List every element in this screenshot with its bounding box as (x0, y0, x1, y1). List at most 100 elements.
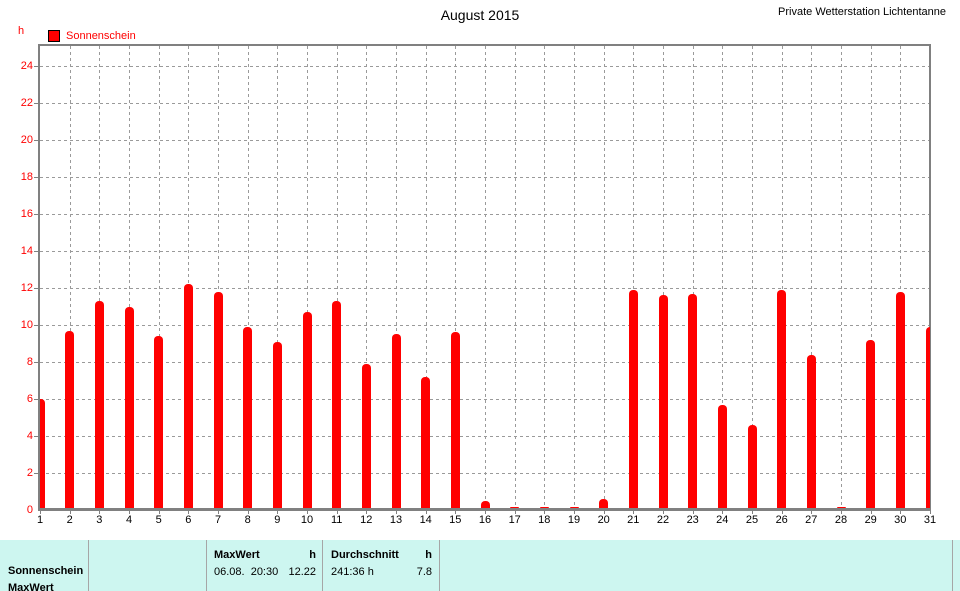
maxwert-value: 12.22 (288, 566, 316, 578)
bar-day-23 (688, 293, 698, 508)
chart-legend: Sonnenschein (48, 29, 136, 42)
y-axis-tick-16 (34, 214, 39, 215)
table-separator (439, 540, 440, 591)
x-axis-tick-7 (218, 511, 219, 514)
maxwert-datetime: 06.08. 20:30 (214, 566, 279, 578)
x-axis-label-2: 2 (66, 514, 73, 526)
x-axis-label-12: 12 (360, 514, 373, 526)
durchschnitt-header: Durchschnitt (331, 549, 399, 561)
maxwert-cell: MaxWert h 06.08. 20:30 12.22 (214, 547, 316, 581)
x-axis-tick-12 (366, 511, 368, 514)
durchschnitt-total: 241:36 h (331, 566, 374, 578)
series-label-cell: Sonnenschein MaxWert (8, 563, 83, 591)
x-axis-label-27: 27 (805, 514, 818, 526)
series-maxwert-row-label: MaxWert (8, 582, 54, 591)
y-axis-label-8: 8 (26, 356, 33, 368)
y-axis-tick-4 (34, 436, 39, 437)
x-axis-label-16: 16 (478, 514, 492, 526)
bar-day-12 (361, 363, 371, 508)
x-axis-tick-6 (188, 511, 190, 514)
grid-line-x-2 (69, 46, 71, 508)
x-axis-label-3: 3 (96, 514, 103, 526)
x-axis-label-21: 21 (627, 514, 640, 526)
grid-line-x-21 (633, 46, 635, 508)
x-axis-tick-23 (692, 511, 694, 514)
bar-day-31 (925, 326, 930, 508)
y-axis-tick-14 (34, 251, 39, 252)
grid-line-x-10 (307, 46, 308, 508)
bar-day-24 (717, 404, 727, 508)
bar-day-8 (243, 326, 253, 508)
x-axis-tick-2 (69, 511, 71, 514)
grid-line-y-14 (40, 251, 929, 252)
grid-line-x-7 (218, 46, 219, 508)
grid-line-x-14 (425, 46, 427, 508)
x-axis-tick-16 (485, 511, 486, 514)
legend-series-label: Sonnenschein (66, 29, 136, 42)
bar-day-19 (569, 506, 579, 508)
bar-day-30 (895, 291, 905, 508)
table-separator (322, 540, 323, 591)
table-separator (206, 540, 207, 591)
x-axis-tick-21 (633, 511, 635, 514)
x-axis-label-25: 25 (745, 514, 759, 526)
y-axis-tick-20 (34, 140, 39, 141)
bar-day-9 (272, 341, 282, 508)
y-axis-label-6: 6 (26, 393, 33, 405)
summary-table: Sonnenschein MaxWert MaxWert h 06.08. 20… (0, 540, 960, 591)
x-axis-tick-15 (455, 511, 457, 514)
y-axis-tick-2 (34, 473, 39, 474)
y-axis-tick-22 (34, 103, 39, 104)
x-axis-tick-13 (396, 511, 397, 514)
grid-line-x-3 (99, 46, 101, 508)
y-axis-label-0: 0 (26, 504, 33, 516)
x-axis-label-22: 22 (656, 514, 670, 526)
x-axis-tick-1 (40, 511, 41, 514)
grid-line-y-10 (40, 325, 929, 326)
x-axis-tick-22 (663, 511, 664, 514)
bar-day-29 (866, 339, 876, 508)
series-name-label: Sonnenschein (8, 565, 84, 577)
y-axis-label-4: 4 (26, 430, 33, 442)
x-axis-tick-18 (544, 511, 546, 514)
grid-line-y-8 (40, 362, 929, 363)
grid-line-x-13 (396, 46, 397, 508)
grid-line-x-20 (603, 46, 605, 508)
bar-day-17 (510, 506, 520, 508)
x-axis-tick-4 (129, 511, 130, 514)
bar-day-21 (628, 289, 638, 508)
x-axis-tick-29 (870, 511, 872, 514)
grid-line-x-27 (811, 46, 813, 508)
grid-line-x-5 (158, 46, 160, 508)
bar-day-14 (421, 376, 431, 508)
x-axis-label-9: 9 (274, 514, 281, 526)
durchschnitt-value: 7.8 (416, 566, 432, 578)
legend-color-swatch (48, 29, 60, 42)
y-axis-tick-8 (34, 362, 39, 363)
x-axis-label-10: 10 (300, 514, 314, 526)
bar-day-4 (124, 306, 134, 508)
x-axis-tick-19 (574, 511, 575, 514)
x-axis-tick-5 (158, 511, 160, 514)
bar-day-16 (480, 500, 490, 509)
grid-line-x-24 (722, 46, 724, 508)
x-axis-tick-31 (930, 511, 931, 514)
table-separator (952, 540, 953, 591)
grid-line-x-19 (574, 46, 575, 508)
y-axis-label-18: 18 (20, 171, 33, 183)
grid-line-y-22 (40, 103, 929, 104)
x-axis-label-1: 1 (36, 514, 44, 526)
bar-day-3 (94, 300, 104, 508)
grid-line-x-15 (455, 46, 457, 508)
y-axis-label-12: 12 (20, 282, 33, 294)
grid-line-x-29 (870, 46, 872, 508)
bar-day-13 (391, 334, 401, 509)
grid-line-y-2 (40, 473, 929, 474)
x-axis-label-24: 24 (716, 514, 729, 526)
grid-line-x-17 (514, 46, 516, 508)
y-axis-tick-12 (34, 288, 39, 289)
x-axis-label-13: 13 (389, 514, 403, 526)
y-axis-unit-label: h (18, 25, 25, 37)
bar-day-1 (40, 399, 45, 508)
